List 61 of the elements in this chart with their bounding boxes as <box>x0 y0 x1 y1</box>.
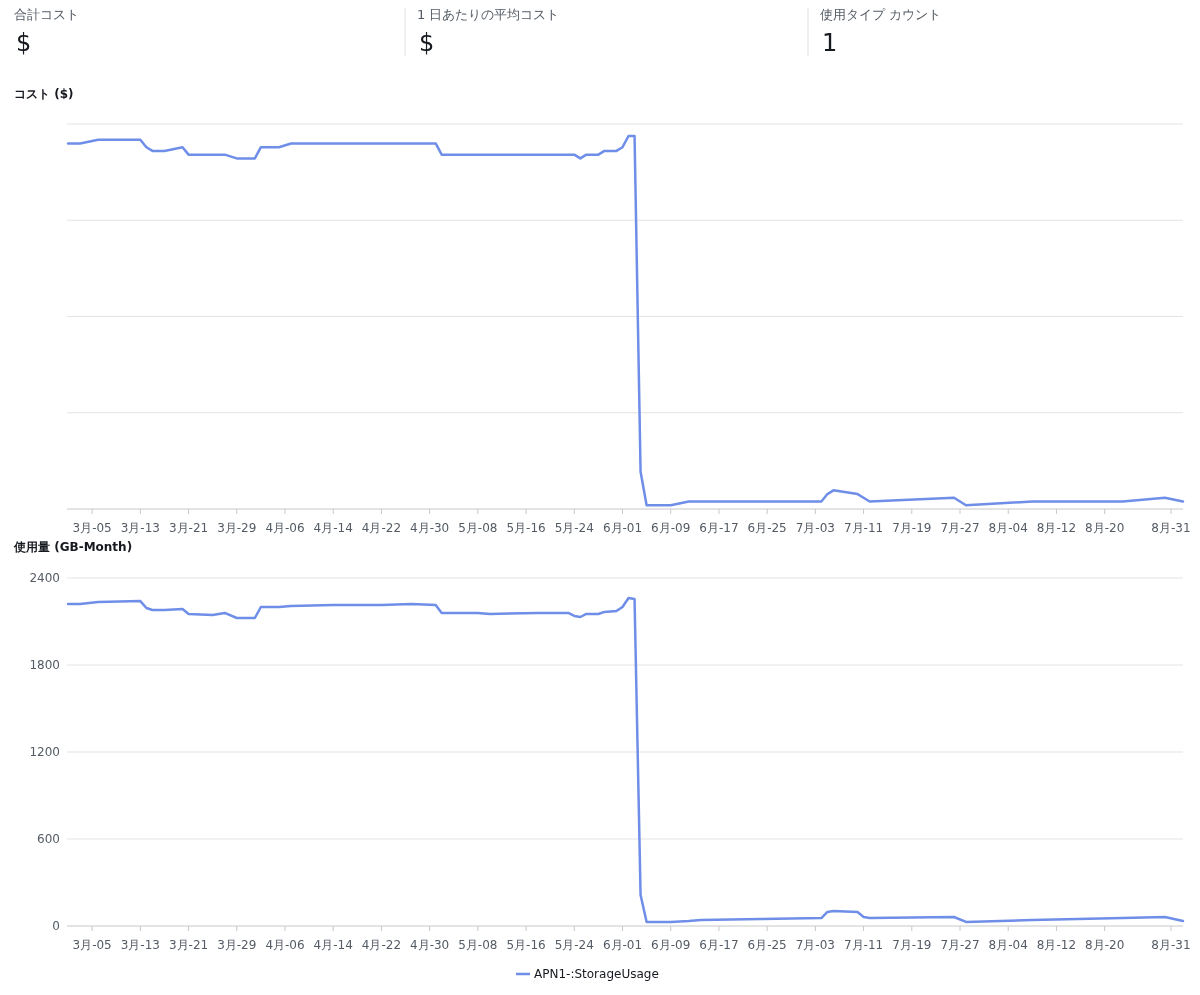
x-tick-label: 6月-17 <box>699 938 739 952</box>
x-tick-label: 6月-01 <box>602 938 643 952</box>
x-tick-label: 8月-04 <box>988 938 1028 952</box>
x-tick-label: 8月-31 <box>1151 521 1191 535</box>
chart-title: 使用量 (GB-Month) <box>13 540 133 554</box>
y-tick-label: 600 <box>37 832 60 846</box>
x-tick-label: 7月-03 <box>795 938 835 952</box>
x-tick-label: 7月-19 <box>892 938 932 952</box>
x-tick-label: 4月-14 <box>313 521 353 535</box>
x-tick-label: 3月-13 <box>120 521 160 535</box>
x-tick-label: 6月-09 <box>651 521 691 535</box>
x-tick-label: 5月-24 <box>554 938 594 952</box>
x-tick-label: 7月-27 <box>940 938 980 952</box>
x-tick-label: 5月-16 <box>506 938 546 952</box>
x-tick-label: 6月-01 <box>602 521 643 535</box>
x-tick-label: 4月-22 <box>361 521 402 535</box>
chart-title: コスト ($) <box>14 87 74 101</box>
x-tick-label: 4月-06 <box>265 521 305 535</box>
y-tick-label: 1800 <box>29 658 60 672</box>
text: $ <box>419 29 435 57</box>
text: 1 日あたりの平均コスト <box>417 7 560 22</box>
x-tick-label: 6月-09 <box>651 938 691 952</box>
x-tick-label: 6月-17 <box>699 521 739 535</box>
line-series <box>66 596 1185 924</box>
x-tick-label: 6月-25 <box>747 938 787 952</box>
x-tick-label: 3月-05 <box>72 521 112 535</box>
x-tick-label: 8月-20 <box>1085 938 1125 952</box>
x-tick-label: 7月-11 <box>843 521 884 535</box>
x-tick-label: 8月-31 <box>1151 938 1191 952</box>
text: $ <box>16 29 32 57</box>
x-tick-label: 8月-20 <box>1085 521 1125 535</box>
x-tick-label: 6月-25 <box>747 521 787 535</box>
x-tick-label: 3月-21 <box>168 938 209 952</box>
x-tick-label: 5月-16 <box>506 521 546 535</box>
x-tick-label: 4月-30 <box>410 521 450 535</box>
x-tick-label: 3月-13 <box>120 938 160 952</box>
x-tick-label: 7月-11 <box>843 938 884 952</box>
x-tick-label: 3月-29 <box>217 521 257 535</box>
x-tick-label: 5月-24 <box>554 521 594 535</box>
x-tick-label: 8月-12 <box>1036 938 1077 952</box>
y-tick-label: 2400 <box>29 571 60 585</box>
x-tick-label: 7月-03 <box>795 521 835 535</box>
x-tick-label: 3月-05 <box>72 938 112 952</box>
x-tick-label: 4月-30 <box>410 938 450 952</box>
x-tick-label: 4月-22 <box>361 938 402 952</box>
x-tick-label: 4月-14 <box>313 938 353 952</box>
x-tick-label: 4月-06 <box>265 938 305 952</box>
x-tick-label: 8月-12 <box>1036 521 1077 535</box>
legend-label: APN1-:StorageUsage <box>534 967 659 981</box>
x-tick-label: 7月-27 <box>940 521 980 535</box>
x-tick-label: 3月-21 <box>168 521 209 535</box>
text: 1 <box>822 29 838 57</box>
y-tick-label: 1200 <box>29 745 60 759</box>
text: 使用タイプ カウント <box>820 7 942 22</box>
text: 合計コスト <box>14 7 79 22</box>
x-tick-label: 5月-08 <box>458 521 498 535</box>
x-tick-label: 8月-04 <box>988 521 1028 535</box>
y-tick-label: 0 <box>52 919 60 933</box>
x-tick-label: 3月-29 <box>217 938 257 952</box>
x-tick-label: 7月-19 <box>892 521 932 535</box>
x-tick-label: 5月-08 <box>458 938 498 952</box>
